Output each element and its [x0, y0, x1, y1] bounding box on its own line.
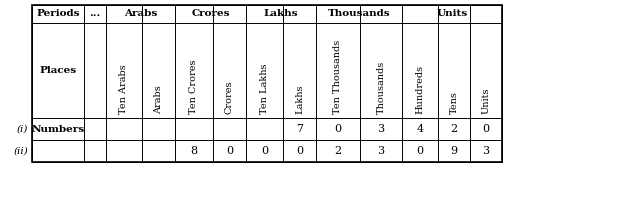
- Text: Crores: Crores: [191, 10, 230, 19]
- Text: Periods: Periods: [36, 10, 80, 19]
- Text: Arabs: Arabs: [124, 10, 157, 19]
- Text: Lakhs: Lakhs: [295, 84, 304, 114]
- Text: ...: ...: [90, 10, 100, 19]
- Text: 9: 9: [450, 146, 458, 156]
- Text: Numbers: Numbers: [32, 124, 84, 133]
- Bar: [32, 5, 502, 162]
- Text: 0: 0: [482, 124, 489, 134]
- Text: Thousands: Thousands: [377, 61, 386, 114]
- Text: Units: Units: [482, 88, 491, 114]
- Text: Ten Crores: Ten Crores: [189, 59, 198, 114]
- Text: 0: 0: [296, 146, 303, 156]
- Text: 0: 0: [261, 146, 268, 156]
- Text: Lakhs: Lakhs: [264, 10, 298, 19]
- Text: 3: 3: [377, 124, 384, 134]
- Text: Ten Arabs: Ten Arabs: [120, 64, 129, 114]
- Text: 2: 2: [450, 124, 458, 134]
- Text: Tens: Tens: [450, 91, 459, 114]
- Text: 0: 0: [417, 146, 424, 156]
- Text: 3: 3: [377, 146, 384, 156]
- Text: Ten Lakhs: Ten Lakhs: [260, 63, 269, 114]
- Text: Ten Thousands: Ten Thousands: [334, 40, 343, 114]
- Text: Arabs: Arabs: [154, 85, 163, 114]
- Text: 0: 0: [226, 146, 233, 156]
- Text: (ii): (ii): [14, 147, 28, 156]
- Text: 2: 2: [334, 146, 341, 156]
- Text: Thousands: Thousands: [328, 10, 390, 19]
- Text: Units: Units: [437, 10, 468, 19]
- Text: 3: 3: [482, 146, 489, 156]
- Text: 7: 7: [296, 124, 303, 134]
- Text: Hundreds: Hundreds: [415, 65, 424, 114]
- Text: 4: 4: [417, 124, 424, 134]
- Text: Places: Places: [39, 66, 77, 75]
- Text: Crores: Crores: [225, 80, 234, 114]
- Text: (i): (i): [17, 124, 28, 133]
- Text: 8: 8: [191, 146, 198, 156]
- Text: 0: 0: [334, 124, 341, 134]
